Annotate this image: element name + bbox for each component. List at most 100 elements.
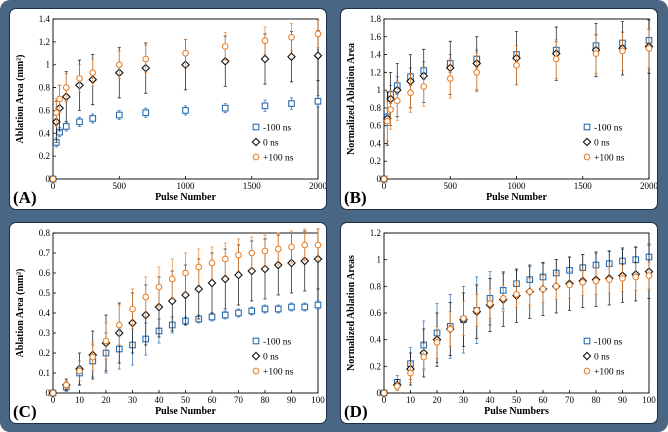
y-tick-label: 1.2 xyxy=(39,37,50,47)
x-tick-label: 20 xyxy=(102,395,112,405)
x-tick-label: 10 xyxy=(406,395,416,405)
data-point xyxy=(261,305,269,313)
data-point xyxy=(49,389,57,397)
legend-label: +100 ns xyxy=(263,368,294,378)
chart-0: 0 0.2 0.4 0.6 0.8 1 1.2 1.4 0 500 1000 1500 2000 Puls… xyxy=(13,14,326,207)
legend-marker xyxy=(252,123,260,131)
data-point xyxy=(261,37,269,45)
data-point xyxy=(513,290,520,298)
y-tick-label: 0.6 xyxy=(39,268,51,278)
data-point xyxy=(486,300,494,308)
data-point xyxy=(645,272,653,280)
legend-marker xyxy=(252,337,260,345)
data-point xyxy=(261,247,269,255)
y-tick-label: 0.5 xyxy=(39,288,51,298)
legend-marker xyxy=(583,337,591,345)
data-point xyxy=(314,301,322,309)
y-tick-label: 0.2 xyxy=(39,348,50,358)
data-point xyxy=(446,75,454,82)
data-point xyxy=(433,338,441,346)
data-point xyxy=(260,264,270,274)
data-point xyxy=(181,290,190,300)
x-tick-label: 0 xyxy=(51,395,56,405)
legend: -100 ns 0 ns +100 ns xyxy=(251,337,294,378)
data-point xyxy=(168,275,176,283)
legend-marker xyxy=(251,351,261,361)
x-tick-label: 90 xyxy=(287,395,297,405)
x-tick-label: 0 xyxy=(382,395,387,405)
x-tick-label: 500 xyxy=(444,181,458,191)
data-point xyxy=(314,97,322,105)
data-point xyxy=(208,313,216,321)
y-tick-label: 0.7 xyxy=(39,248,51,258)
data-point xyxy=(261,102,269,110)
chart-3: 0 0.2 0.4 0.6 0.8 1 1.2 0 10 20 30 40 50 60 70 80 90 100 P… xyxy=(344,228,656,421)
panel-label: (D) xyxy=(344,402,368,421)
y-tick-label: 1 xyxy=(377,85,382,95)
data-point xyxy=(473,306,481,314)
data-point xyxy=(513,61,520,69)
data-point xyxy=(142,109,150,117)
y-axis-title: Normalized Ablation Area xyxy=(346,43,357,155)
y-tick-label: 0.4 xyxy=(39,308,51,318)
data-point xyxy=(62,123,70,130)
data-point xyxy=(645,44,653,52)
data-point xyxy=(420,353,428,361)
legend-label: -100 ns xyxy=(594,124,623,134)
y-tick-label: 0.2 xyxy=(370,361,381,371)
legend-marker xyxy=(583,153,591,161)
data-point xyxy=(288,243,295,251)
data-point xyxy=(420,83,428,90)
data-point xyxy=(619,274,626,282)
y-tick-label: 0 xyxy=(377,174,382,184)
y-tick-label: 1 xyxy=(46,60,51,70)
y-tick-label: 0.6 xyxy=(39,105,51,115)
data-point xyxy=(155,283,163,291)
data-point xyxy=(313,51,323,60)
data-point xyxy=(235,309,242,317)
data-point xyxy=(393,97,401,105)
data-point xyxy=(62,381,70,389)
data-point xyxy=(288,33,295,41)
data-point xyxy=(260,54,270,64)
data-point xyxy=(221,104,229,112)
x-tick-label: 1500 xyxy=(574,181,593,191)
x-tick-label: 80 xyxy=(261,395,271,405)
panel-d: 0 0.2 0.4 0.6 0.8 1 1.2 0 10 20 30 40 50 60 70 80 90 100 P… xyxy=(340,222,658,424)
series-2 xyxy=(380,261,653,397)
panel-label: (B) xyxy=(344,188,367,207)
data-point xyxy=(195,263,203,271)
data-point xyxy=(194,284,204,294)
legend-label: 0 ns xyxy=(263,353,279,363)
data-point xyxy=(314,30,322,38)
data-point xyxy=(220,56,230,66)
legend-label: 0 ns xyxy=(594,353,610,363)
legend-marker xyxy=(582,351,592,361)
data-point xyxy=(383,117,391,125)
y-tick-label: 1.2 xyxy=(370,67,381,77)
data-point xyxy=(380,175,388,183)
data-point xyxy=(62,84,70,91)
data-point xyxy=(460,314,467,322)
x-tick-label: 20 xyxy=(433,395,443,405)
data-point xyxy=(407,369,414,377)
data-point xyxy=(221,43,229,50)
x-tick-label: 30 xyxy=(459,395,469,405)
x-tick-label: 40 xyxy=(155,395,165,405)
panel-label: (C) xyxy=(13,402,37,421)
y-tick-label: 0.2 xyxy=(370,156,381,166)
x-tick-label: 40 xyxy=(486,395,496,405)
chart-1: 0 0.2 0.4 0.6 0.8 1 1.2 1.4 1.6 1.8 0 500 1000 1500 20… xyxy=(344,14,657,207)
data-point xyxy=(393,382,401,390)
x-axis-title: Pulse Number xyxy=(155,406,216,417)
y-tick-label: 0.4 xyxy=(39,128,51,138)
legend-marker xyxy=(252,367,260,375)
x-tick-label: 100 xyxy=(642,395,656,405)
x-axis-title: Pulse Numbers xyxy=(484,406,549,417)
data-point xyxy=(142,293,150,301)
data-point xyxy=(89,115,97,122)
chart-2: 0 0.1 0.2 0.3 0.4 0.5 0.6 0.7 0.8 0 10 20 30 40 50 60 70… xyxy=(13,228,325,421)
y-tick-label: 1.6 xyxy=(370,32,382,42)
x-tick-label: 100 xyxy=(311,395,325,405)
data-point xyxy=(89,69,97,77)
